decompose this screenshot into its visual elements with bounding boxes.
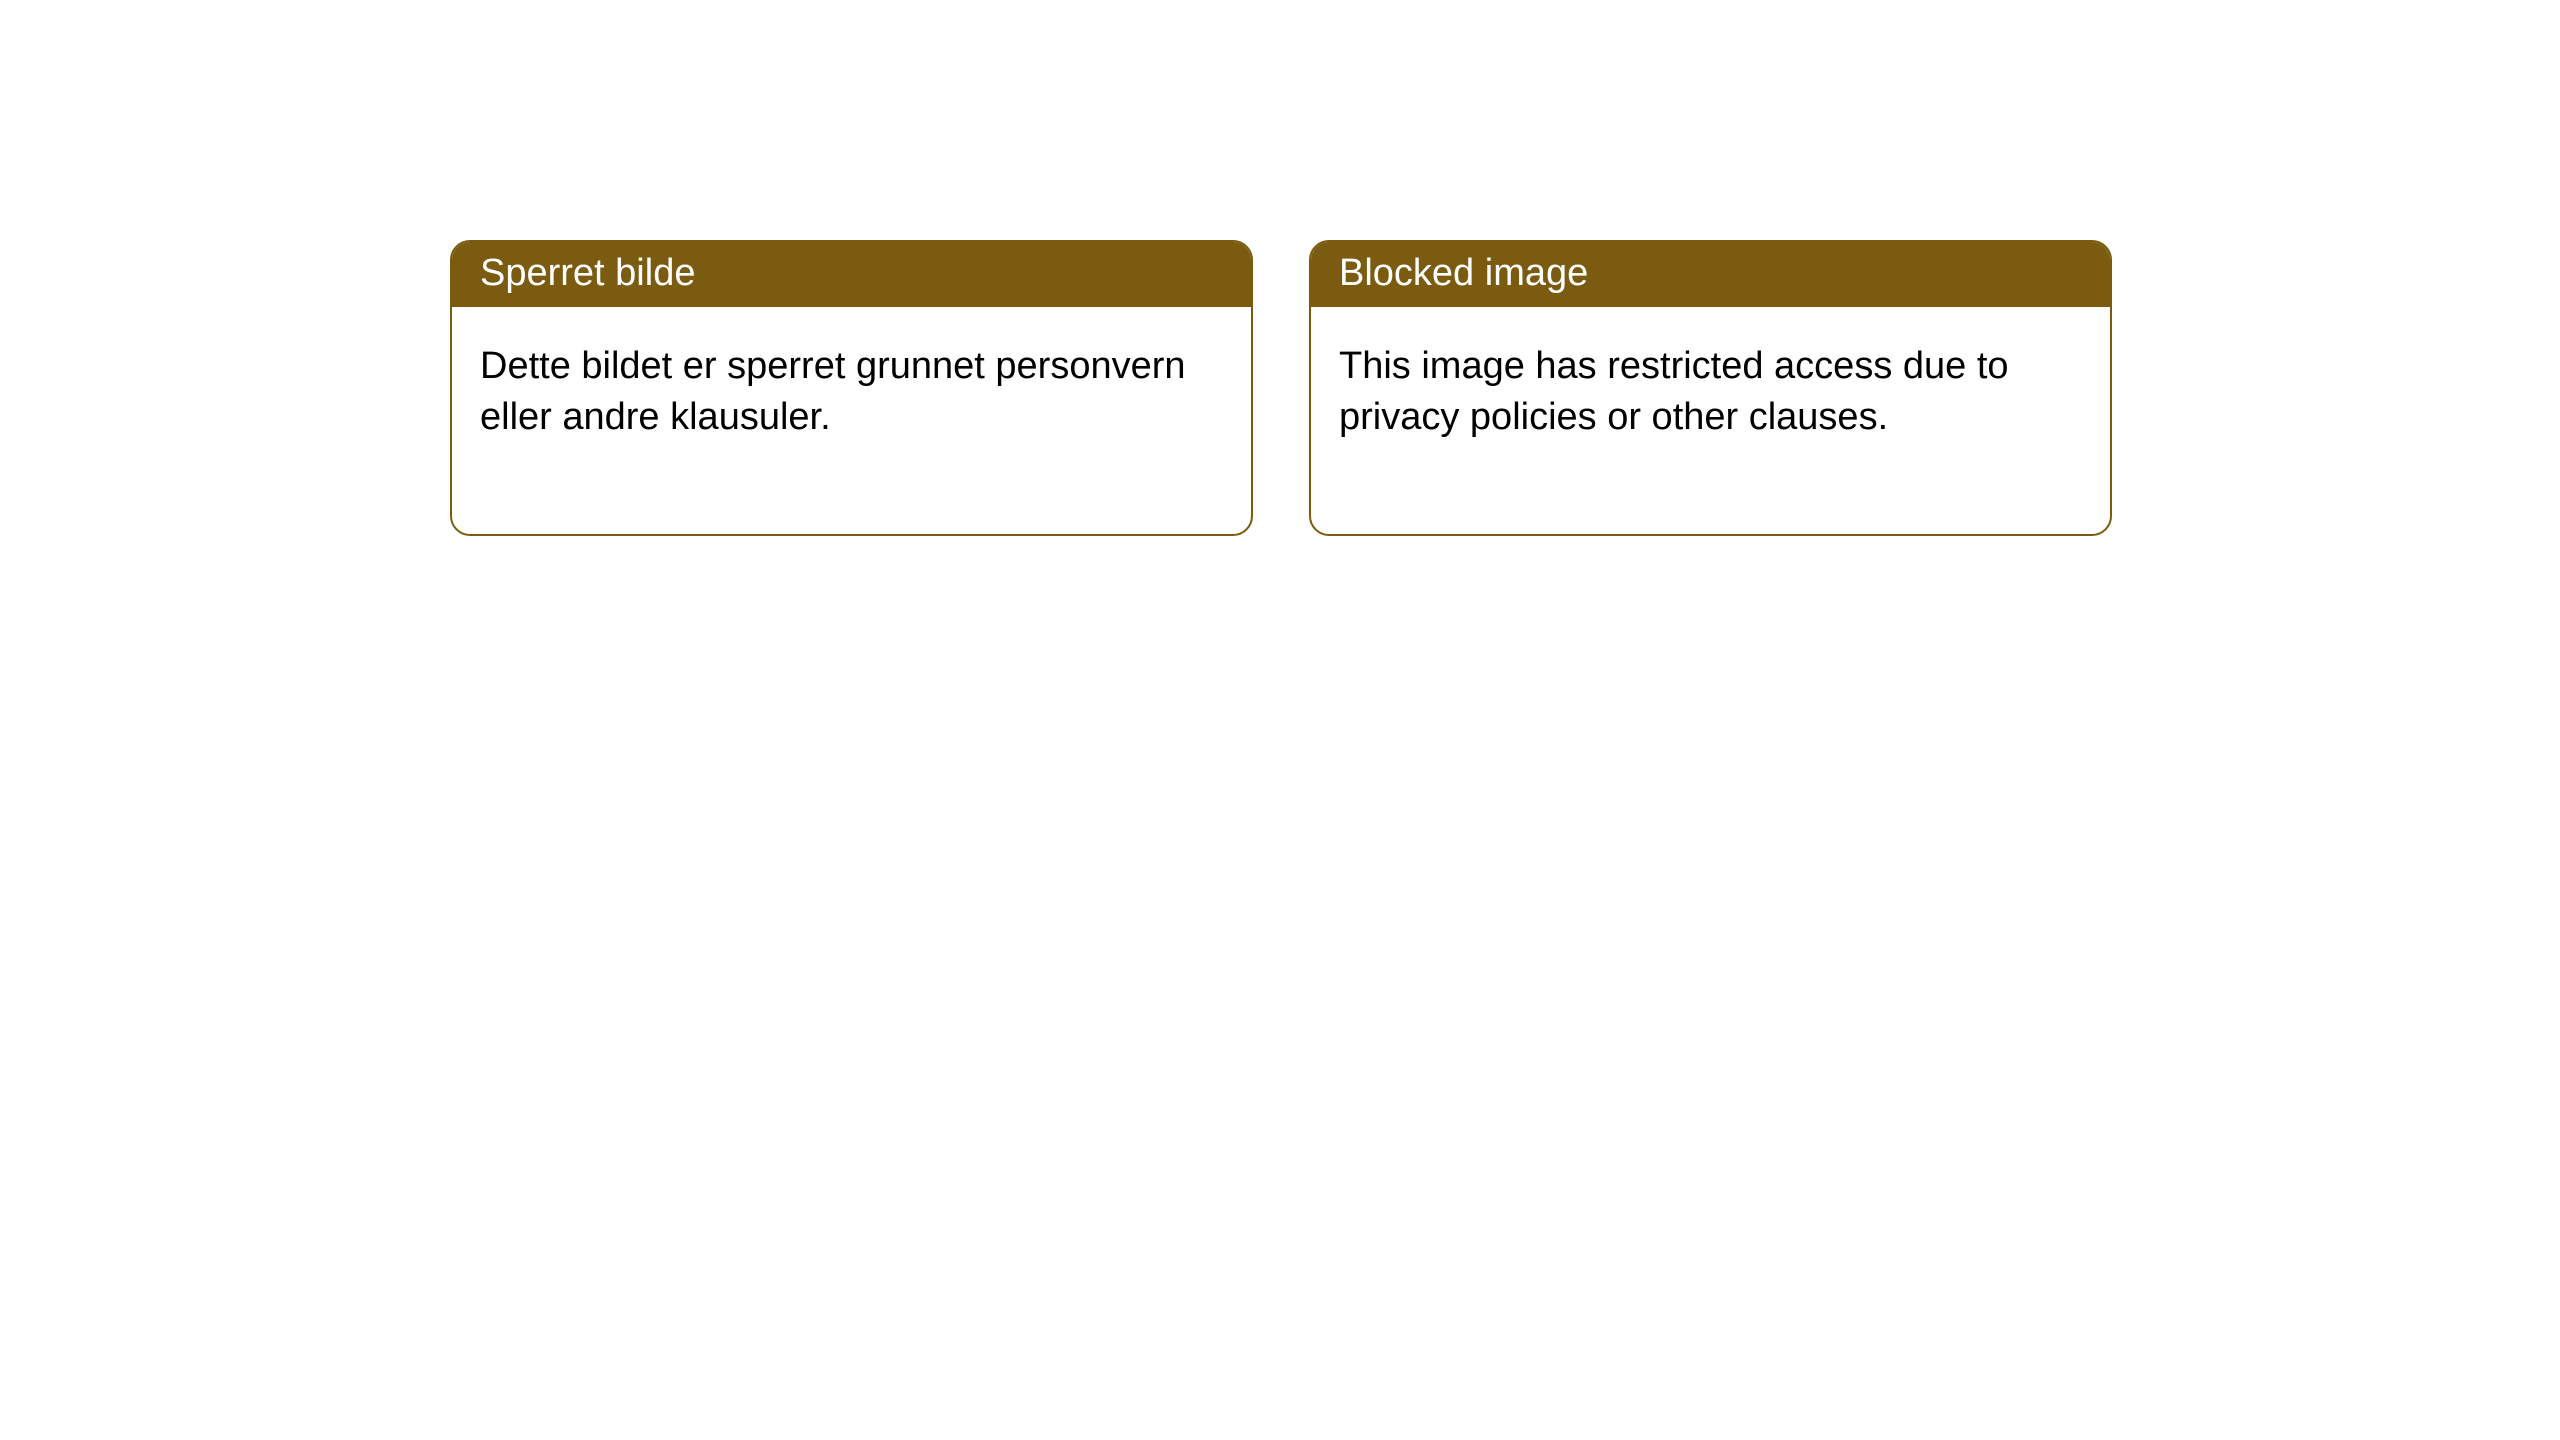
notice-body-norwegian: Dette bildet er sperret grunnet personve… bbox=[452, 307, 1251, 534]
notice-body-english: This image has restricted access due to … bbox=[1311, 307, 2110, 534]
notice-card-english: Blocked image This image has restricted … bbox=[1309, 240, 2112, 536]
notice-card-norwegian: Sperret bilde Dette bildet er sperret gr… bbox=[450, 240, 1253, 536]
notice-container: Sperret bilde Dette bildet er sperret gr… bbox=[0, 0, 2560, 536]
notice-header-english: Blocked image bbox=[1311, 242, 2110, 307]
notice-header-norwegian: Sperret bilde bbox=[452, 242, 1251, 307]
